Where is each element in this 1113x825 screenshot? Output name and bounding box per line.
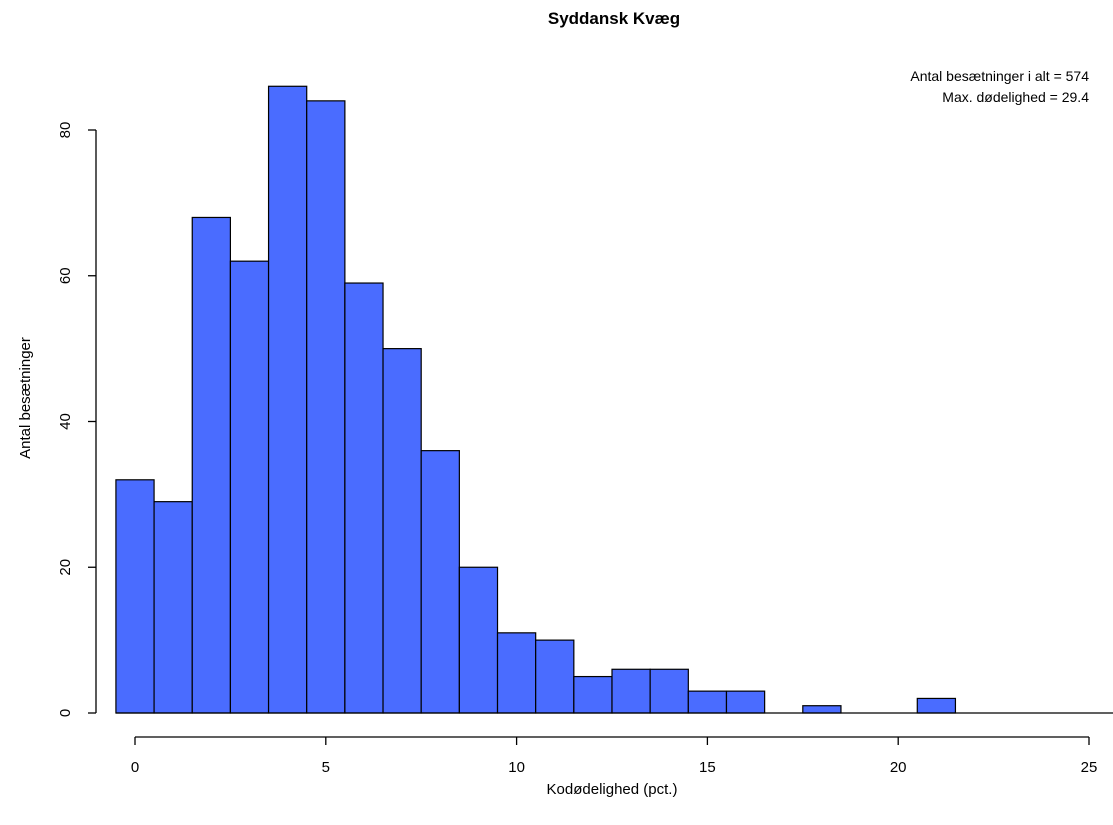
x-tick-label: 10 (508, 759, 525, 776)
annotation-total: Antal besætninger i alt = 574 (910, 68, 1089, 84)
histogram-bar (535, 639, 575, 714)
histogram-bar (420, 450, 460, 714)
histogram-bar (191, 216, 232, 714)
x-axis: 0 5 10 15 20 25 (131, 736, 1098, 776)
annotation-group: Antal besætninger i alt = 574 Max. dødel… (910, 68, 1089, 105)
y-axis: 0 20 40 60 80 (57, 122, 97, 717)
x-tick-label: 25 (1081, 759, 1098, 776)
histogram-bar (916, 697, 957, 714)
y-axis-label: Antal besætninger (17, 337, 34, 459)
annotation-max: Max. dødelighed = 29.4 (942, 89, 1089, 105)
histogram-bar (115, 479, 155, 714)
y-tick-label: 20 (57, 559, 74, 576)
y-tick-label: 80 (57, 122, 74, 139)
bars-group (115, 85, 957, 714)
x-axis-label: Kodødelighed (pct.) (547, 781, 678, 798)
y-tick-label: 0 (57, 709, 74, 717)
histogram-bar (344, 282, 384, 714)
histogram-bar (725, 690, 766, 714)
histogram-bar (802, 705, 842, 714)
x-tick-label: 15 (699, 759, 716, 776)
histogram-bar (611, 668, 651, 714)
x-tick-label: 5 (322, 759, 330, 776)
histogram-bar (382, 348, 422, 714)
x-tick-label: 20 (890, 759, 907, 776)
histogram-bar (267, 85, 308, 714)
histogram-bar (153, 501, 193, 714)
chart-title: Syddansk Kvæg (548, 9, 680, 28)
y-tick-label: 60 (57, 267, 74, 284)
histogram-bar (229, 260, 270, 714)
histogram-bar (687, 690, 728, 714)
histogram-bar (573, 675, 613, 714)
y-tick-label: 40 (57, 413, 74, 430)
histogram-bar (649, 668, 689, 714)
histogram-bar (496, 632, 537, 714)
x-tick-label: 0 (131, 759, 139, 776)
histogram-bar (458, 566, 499, 714)
histogram-bar (306, 100, 346, 714)
